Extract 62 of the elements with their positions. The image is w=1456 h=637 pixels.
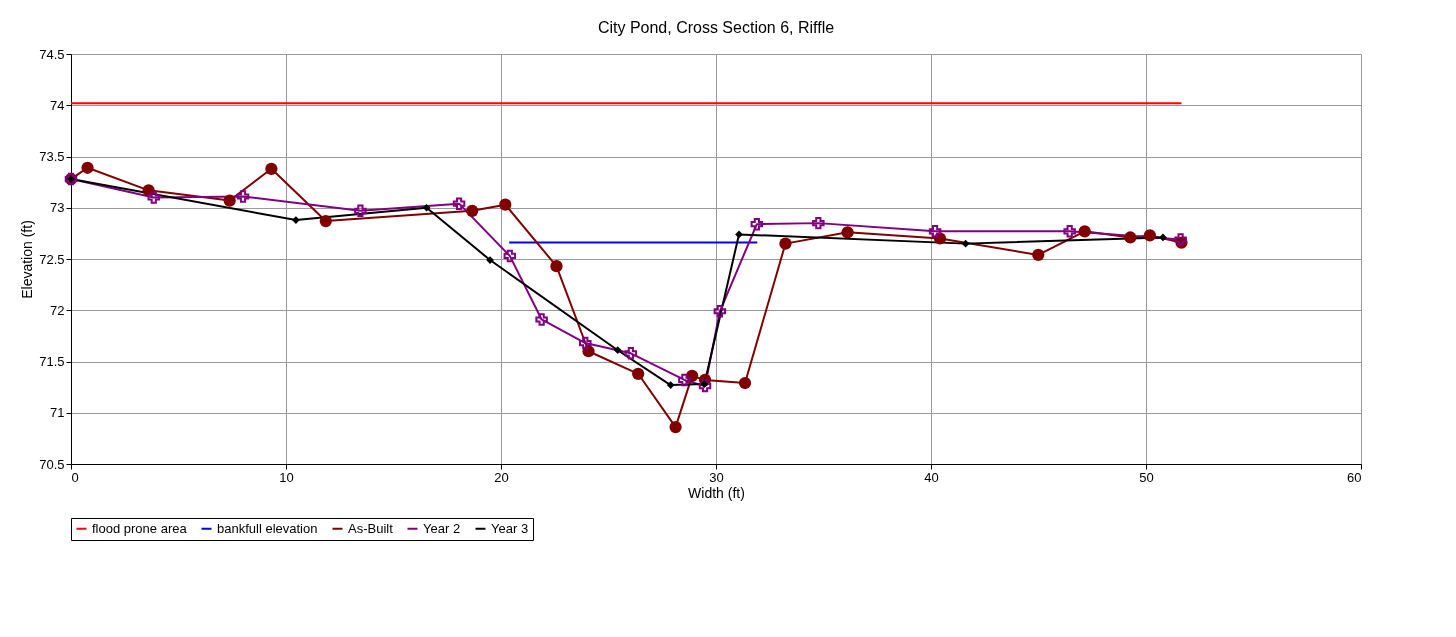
- point: [632, 367, 645, 380]
- chart-title: City Pond, Cross Section 6, Riffle: [597, 19, 835, 36]
- point: [1078, 225, 1091, 238]
- point: [354, 204, 367, 218]
- point: [550, 260, 563, 273]
- point: [265, 162, 278, 175]
- point: [452, 197, 466, 210]
- x-axis-title: Width (ft): [688, 484, 745, 501]
- legend-label: Year 3: [491, 520, 529, 536]
- y-tick-label: 74: [50, 97, 65, 113]
- point: [738, 376, 752, 390]
- point: [624, 347, 638, 360]
- point: [422, 203, 431, 212]
- x-tick-label: 0: [71, 469, 79, 485]
- y-tick-label: 72: [50, 302, 65, 318]
- y-tick-label: 72.5: [39, 251, 65, 267]
- x-tick-label: 40: [924, 469, 939, 485]
- y-tick-label: 73.5: [39, 149, 65, 164]
- point: [713, 305, 727, 318]
- point: [613, 346, 622, 355]
- y-tick-label: 71: [50, 405, 65, 421]
- x-tick-label: 60: [1347, 469, 1362, 485]
- point: [535, 313, 548, 326]
- point: [81, 161, 94, 174]
- y-axis-title: Elevation (ft): [19, 220, 36, 299]
- point: [812, 216, 825, 230]
- point: [147, 191, 161, 204]
- legend-label: As-Built: [348, 520, 394, 536]
- point: [1124, 231, 1137, 244]
- point: [466, 204, 479, 217]
- point: [669, 420, 682, 434]
- y-tick-label: 73: [50, 200, 65, 216]
- point: [735, 230, 743, 239]
- x-tick-label: 30: [709, 469, 724, 485]
- point: [779, 237, 792, 250]
- point: [750, 217, 764, 231]
- point: [841, 226, 854, 239]
- point: [1143, 229, 1156, 242]
- legend-label: Year 2: [423, 520, 461, 536]
- point: [666, 381, 675, 389]
- point: [499, 198, 512, 211]
- point: [1159, 233, 1167, 242]
- point: [1063, 225, 1076, 238]
- point: [292, 216, 300, 224]
- point: [223, 194, 236, 207]
- point: [698, 379, 712, 393]
- point: [961, 239, 970, 248]
- point: [928, 225, 942, 238]
- point: [236, 190, 250, 203]
- y-tick-label: 71.5: [39, 354, 65, 369]
- point: [319, 214, 332, 228]
- point: [1032, 248, 1045, 262]
- y-tick-label: 74.5: [39, 46, 65, 62]
- point: [579, 336, 592, 350]
- x-tick-label: 10: [279, 469, 294, 485]
- x-tick-label: 20: [494, 469, 509, 485]
- y-tick-label: 70.5: [39, 456, 65, 472]
- legend-label: flood prone area: [92, 520, 188, 536]
- legend-label: bankfull elevation: [217, 520, 318, 536]
- point: [678, 373, 691, 387]
- x-tick-label: 50: [1139, 469, 1154, 485]
- point: [503, 249, 517, 263]
